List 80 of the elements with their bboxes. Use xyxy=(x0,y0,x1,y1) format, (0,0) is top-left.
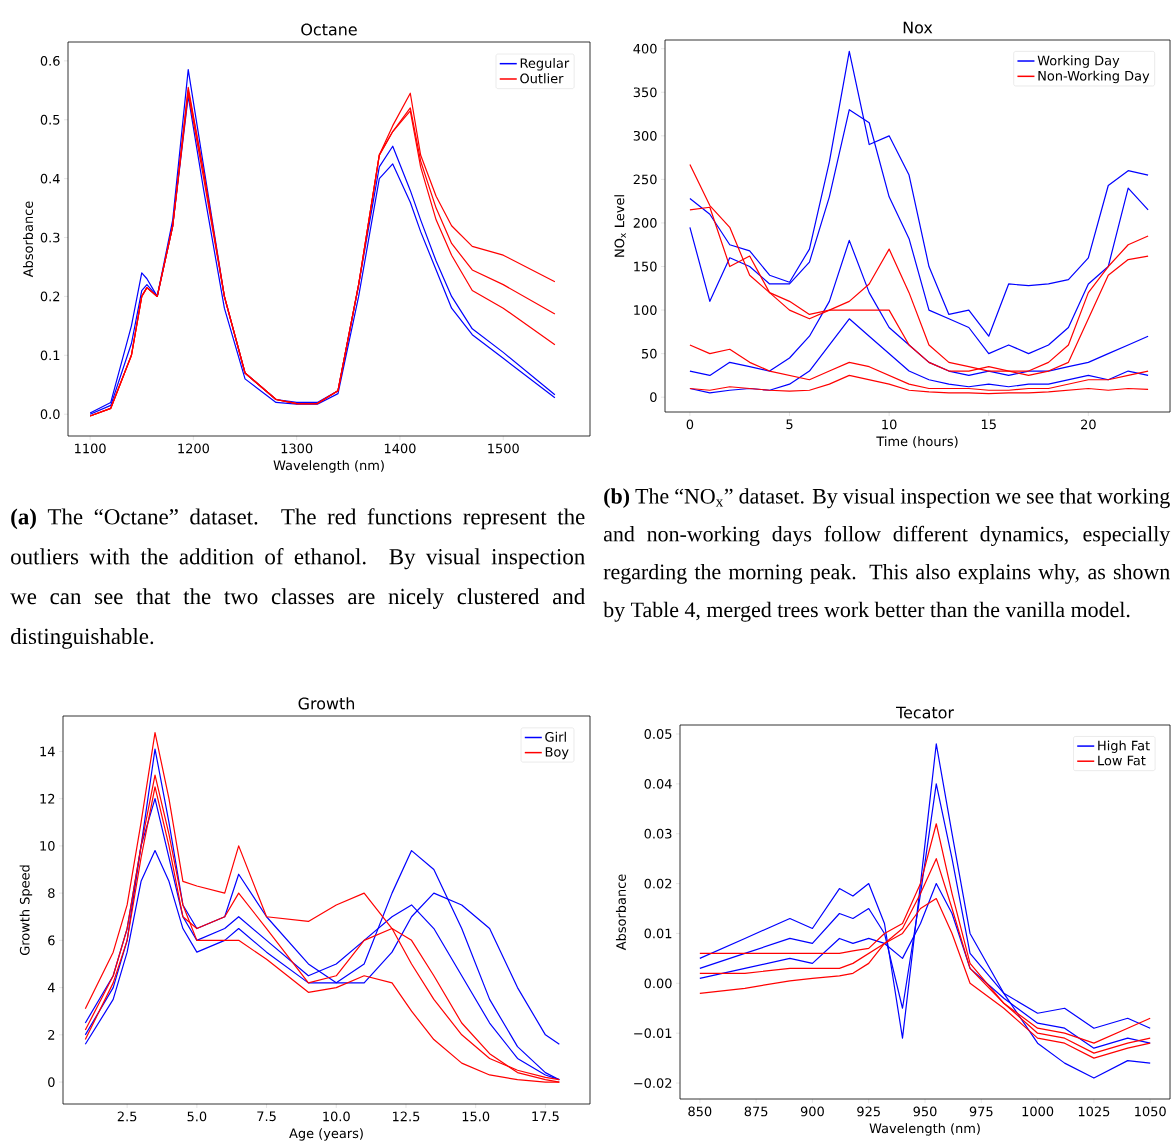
x-tick-label: 975 xyxy=(969,1106,993,1117)
x-tick-label: 12.5 xyxy=(392,1111,420,1122)
y-tick-label: 8 xyxy=(48,888,55,899)
x-tick-label: 2.5 xyxy=(117,1111,137,1122)
y-tick-label: 0.01 xyxy=(644,928,672,939)
y-tick-label: 0.02 xyxy=(644,878,672,889)
x-tick-label: 950 xyxy=(913,1106,937,1117)
x-tick-label: 925 xyxy=(857,1106,880,1117)
x-tick-label: 15.0 xyxy=(462,1111,490,1122)
x-tick-label: 10.0 xyxy=(323,1111,350,1122)
chart-title: Growth xyxy=(298,697,355,710)
x-tick-label: 1500 xyxy=(488,443,519,454)
x-tick-label: 0 xyxy=(686,419,694,430)
x-tick-label: 1025 xyxy=(1078,1106,1110,1117)
y-tick-label: 0.00 xyxy=(644,978,672,989)
x-tick-label: 1050 xyxy=(1135,1106,1166,1117)
y-tick-label: 12 xyxy=(40,793,55,804)
legend-label: Low Fat xyxy=(1098,755,1146,766)
x-tick-label: 1100 xyxy=(75,443,106,454)
y-tick-label: 0.6 xyxy=(40,55,60,66)
x-tick-label: 10 xyxy=(882,419,897,430)
y-axis-title: NO$_{x}$ Level xyxy=(614,195,626,257)
y-tick-label: 0.3 xyxy=(40,232,60,243)
y-axis-title: Absorbance xyxy=(615,874,626,951)
x-tick-label: 15 xyxy=(981,419,996,430)
legend-label: Outlier xyxy=(520,73,564,84)
y-tick-label: 0.03 xyxy=(644,828,672,839)
x-tick-label: 1000 xyxy=(1022,1106,1054,1117)
x-axis-title: Time (hours) xyxy=(876,436,958,448)
legend-label: High Fat xyxy=(1098,740,1150,753)
y-tick-label: 2 xyxy=(48,1030,55,1040)
y-tick-label: 350 xyxy=(633,87,657,98)
y-tick-label: 0.4 xyxy=(40,173,60,184)
x-tick-label: 5.0 xyxy=(187,1111,207,1122)
y-tick-label: 0.04 xyxy=(644,778,672,789)
text: (b) The “NO$_{x}$” dataset. By visual inspection we see that working and non-working days follow different dynamics, especially regarding the morning peak. This also explains why, as shown by Table 4, merged trees work better than the vanilla model. xyxy=(603,488,1171,622)
x-tick-label: 1400 xyxy=(384,443,416,454)
chart-title: Nox xyxy=(903,21,933,34)
y-tick-label: 300 xyxy=(633,130,657,141)
x-tick-label: 1200 xyxy=(178,443,209,454)
y-tick-label: 150 xyxy=(634,261,657,272)
legend-label: Regular xyxy=(520,58,570,71)
legend-label: Non-Working Day xyxy=(1038,70,1150,84)
x-tick-label: 875 xyxy=(744,1106,768,1117)
y-tick-label: 4 xyxy=(47,982,55,993)
x-tick-label: 900 xyxy=(800,1106,824,1117)
legend-label: Girl xyxy=(545,731,566,742)
y-tick-label: −0.01 xyxy=(634,1028,672,1039)
y-tick-label: 0.5 xyxy=(40,114,60,125)
x-axis-title: Wavelength (nm) xyxy=(273,460,384,473)
text: (a) The “Octane” dataset. The red functions represent the outliers with the addition of ethanol. By visual inspection we can see that the two classes are nicely clustered and distinguishable. xyxy=(10,508,585,649)
y-tick-label: 0 xyxy=(650,392,657,403)
y-tick-label: 6 xyxy=(48,935,55,946)
y-tick-label: 100 xyxy=(634,305,657,315)
x-axis-title: Wavelength (nm) xyxy=(869,1123,980,1136)
y-axis-title: Absorbance xyxy=(23,201,34,278)
x-tick-label: 5 xyxy=(786,419,793,430)
y-tick-label: 14 xyxy=(40,746,55,757)
x-tick-label: 17.5 xyxy=(532,1111,559,1122)
y-tick-label: 0.2 xyxy=(40,291,60,302)
y-tick-label: 400 xyxy=(633,43,657,54)
chart-title: Octane xyxy=(301,23,357,36)
y-tick-label: 200 xyxy=(633,218,657,228)
y-axis-title: Growth Speed xyxy=(19,865,33,956)
x-tick-label: 20 xyxy=(1081,419,1096,430)
x-tick-label: 7.5 xyxy=(257,1111,276,1122)
legend-label: Working Day xyxy=(1037,55,1120,68)
x-tick-label: 1300 xyxy=(281,443,313,454)
y-tick-label: −0.02 xyxy=(634,1078,672,1088)
x-tick-label: 850 xyxy=(688,1106,712,1117)
y-tick-label: 0.1 xyxy=(40,350,60,361)
y-tick-label: 0.0 xyxy=(40,409,60,420)
y-tick-label: 50 xyxy=(642,348,657,359)
chart-title: Tecator xyxy=(896,706,954,719)
y-tick-label: 10 xyxy=(40,841,55,851)
y-tick-label: 250 xyxy=(633,174,657,185)
x-axis-title: Age (years) xyxy=(289,1128,363,1141)
y-tick-label: 0.05 xyxy=(644,729,672,739)
legend-label: Boy xyxy=(545,747,569,760)
y-tick-label: 0 xyxy=(48,1077,55,1087)
